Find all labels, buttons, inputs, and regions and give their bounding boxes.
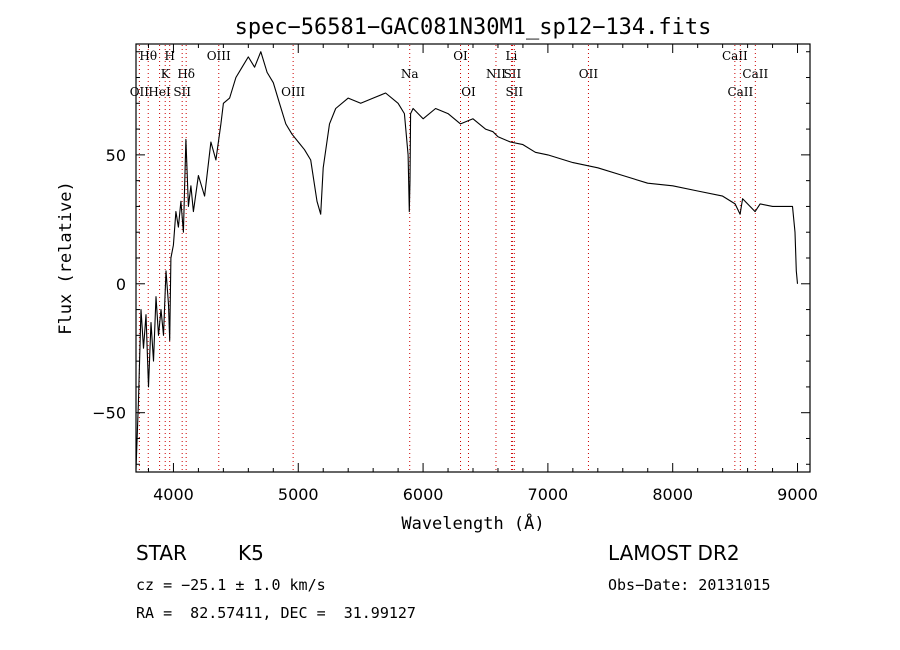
line-label: OII [579,67,599,81]
line-label: SII [173,85,191,99]
x-tick-label: 7000 [528,485,569,504]
line-label: Na [401,67,419,81]
coordinates: RA = 82.57411, DEC = 31.99127 [136,604,416,622]
line-label: OIII [207,49,231,63]
y-axis: −50 0 50 [92,51,810,465]
line-label: CaII [722,49,748,63]
line-label: OI [461,85,476,99]
plot-frame [135,43,811,473]
y-tick-label: −50 [92,404,126,423]
y-axis-label: Flux (relative) [56,181,76,335]
redshift-value: cz = −25.1 ± 1.0 km/s [136,576,326,594]
x-tick-label: 6000 [403,485,444,504]
y-tick-label: 50 [106,146,126,165]
line-label: CaII [742,67,768,81]
x-axis: 4000 5000 6000 7000 8000 9000 [147,44,818,504]
line-label: Hθ [139,49,157,63]
x-tick-label: 5000 [278,485,319,504]
object-subclass: K5 [238,541,264,565]
x-tick-label: 8000 [652,485,693,504]
line-label: NII [486,67,506,81]
line-label: SII [504,67,522,81]
line-label: CaII [727,85,753,99]
line-label: OIII [281,85,305,99]
line-label: K [161,67,171,81]
line-label: Hδ [177,67,195,81]
line-label: OII [130,85,150,99]
object-class: STAR [136,541,187,565]
x-axis-label: Wavelength (Å) [401,512,544,534]
line-label: SII [505,85,523,99]
x-tick-label: 9000 [777,485,818,504]
chart-title: spec−56581−GAC081N30M1_sp12−134.fits [235,15,712,40]
line-label: HeI [148,85,171,99]
line-label: Li [506,49,518,63]
line-label: OI [453,49,468,63]
observation-date: Obs−Date: 20131015 [608,576,771,594]
survey-name: LAMOST DR2 [608,541,740,565]
spectrum-series [135,51,799,470]
line-label: H [164,49,174,63]
y-tick-label: 0 [116,275,126,294]
x-tick-label: 4000 [153,485,194,504]
spectrum-line [135,51,799,470]
